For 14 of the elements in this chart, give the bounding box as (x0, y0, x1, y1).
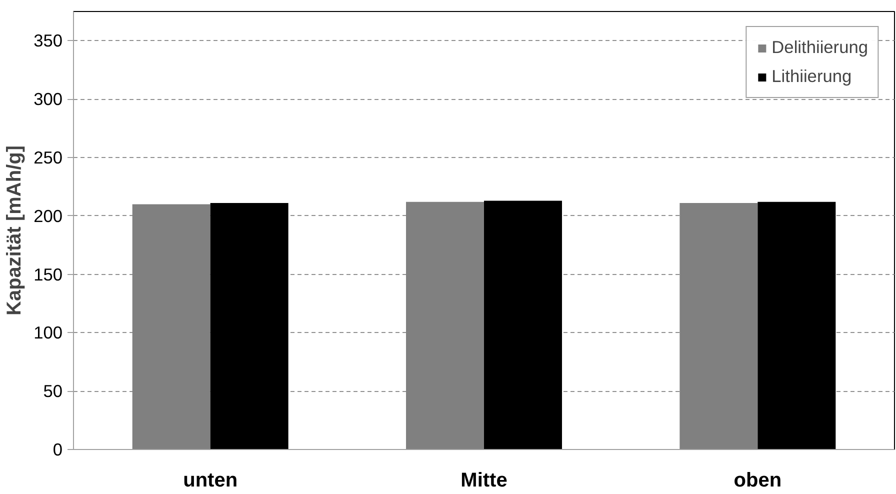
y-tick-label: 250 (34, 148, 63, 168)
y-tick-label: 200 (34, 206, 63, 226)
legend-label: Delithiierung (772, 37, 868, 58)
y-tick-label: 0 (52, 440, 63, 460)
x-tick-label: Mitte (460, 470, 508, 492)
y-tick-label: 150 (34, 264, 63, 284)
y-tick-label: 350 (34, 30, 63, 51)
y-tick-label: 100 (34, 322, 63, 343)
x-tick-label: unten (183, 470, 238, 492)
y-tick-label: 50 (43, 381, 63, 402)
x-tick-label: oben (734, 470, 782, 492)
legend-label: Lithiierung (772, 66, 852, 87)
y-axis-title: Kapazität [mAh/g] (4, 146, 26, 316)
y-tick-label: 300 (34, 89, 63, 110)
